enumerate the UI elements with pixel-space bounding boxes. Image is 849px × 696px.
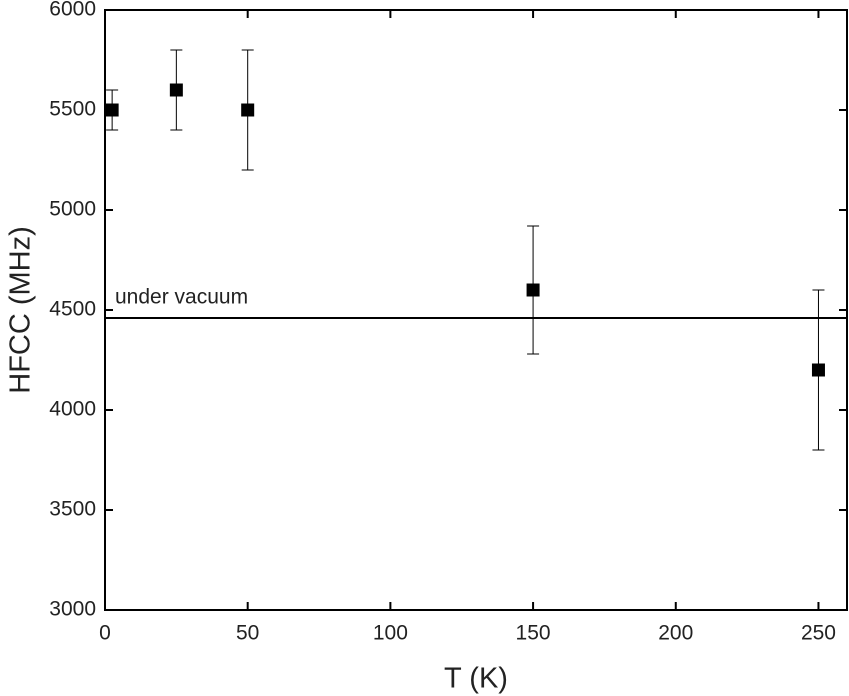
x-tick-label: 50 <box>236 622 259 645</box>
point <box>105 103 119 117</box>
reference-label: under vacuum <box>115 286 248 309</box>
point <box>526 283 540 297</box>
y-tick-label: 6000 <box>49 0 96 21</box>
point <box>241 103 255 117</box>
y-tick-label: 5000 <box>49 198 96 221</box>
y-tick-label: 4500 <box>49 298 96 321</box>
y-tick-label: 4000 <box>49 398 96 421</box>
y-tick-label: 3000 <box>49 598 96 621</box>
y-axis-title: HFCC (MHz) <box>5 226 37 394</box>
plot-frame <box>104 9 848 611</box>
x-tick-label: 150 <box>516 622 551 645</box>
point <box>811 363 825 377</box>
x-tick-label: 100 <box>373 622 408 645</box>
x-tick-label: 200 <box>658 622 693 645</box>
point <box>169 83 183 97</box>
x-tick-label: 0 <box>99 622 111 645</box>
x-axis-title: T (K) <box>444 663 508 695</box>
y-tick-label: 3500 <box>49 498 96 521</box>
y-tick-label: 5500 <box>49 98 96 121</box>
x-tick-label: 250 <box>801 622 836 645</box>
